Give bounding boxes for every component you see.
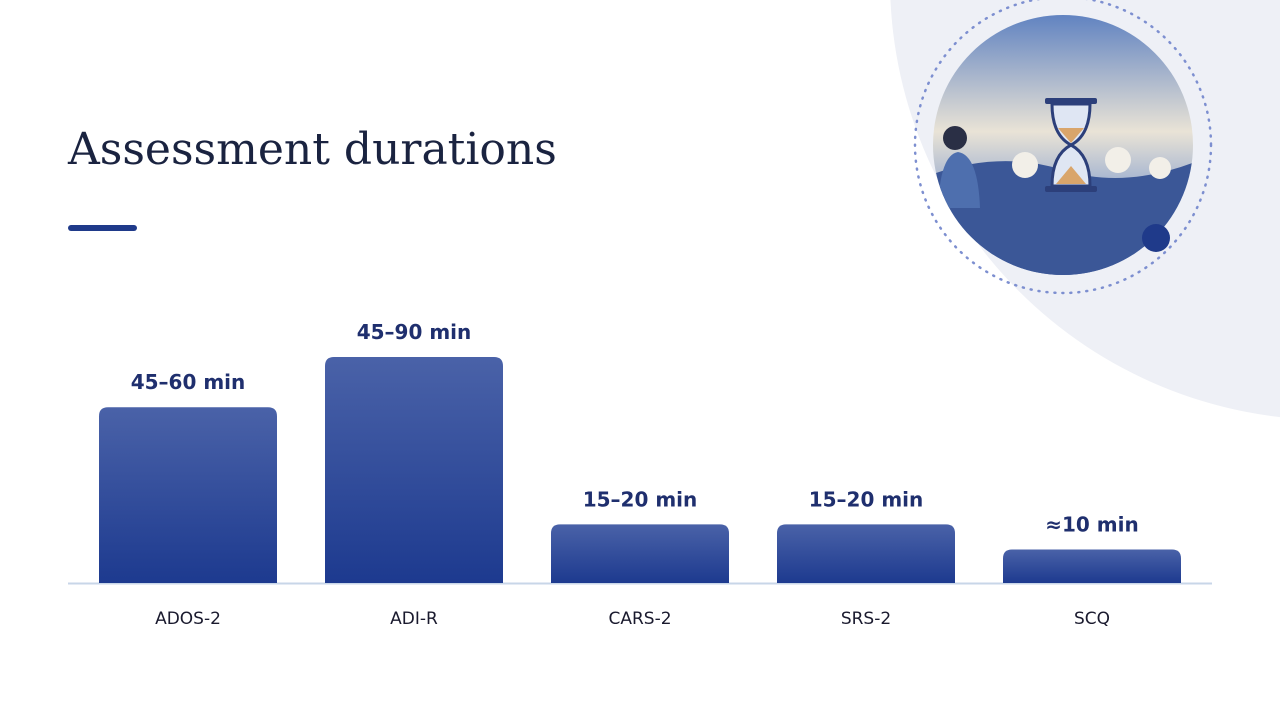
bar [1003, 549, 1181, 583]
value-label: 45–90 min [357, 320, 472, 344]
bar [551, 524, 729, 583]
x-tick-label: SRS-2 [841, 609, 891, 629]
value-label: ≈10 min [1045, 513, 1139, 537]
dotted-ring [913, 0, 1213, 295]
title-underline [68, 225, 137, 231]
bar [777, 524, 955, 583]
accent-dot [1142, 224, 1170, 252]
value-label: 15–20 min [583, 487, 698, 511]
x-tick-label: ADOS-2 [155, 609, 221, 629]
x-tick-label: CARS-2 [608, 609, 671, 629]
bar [325, 357, 503, 583]
value-label: 15–20 min [809, 487, 924, 511]
chart-title: Assessment durations [67, 124, 557, 175]
x-tick-label: SCQ [1074, 609, 1110, 629]
x-tick-label: ADI-R [390, 609, 438, 629]
bar [99, 407, 277, 583]
value-label: 45–60 min [131, 370, 246, 394]
